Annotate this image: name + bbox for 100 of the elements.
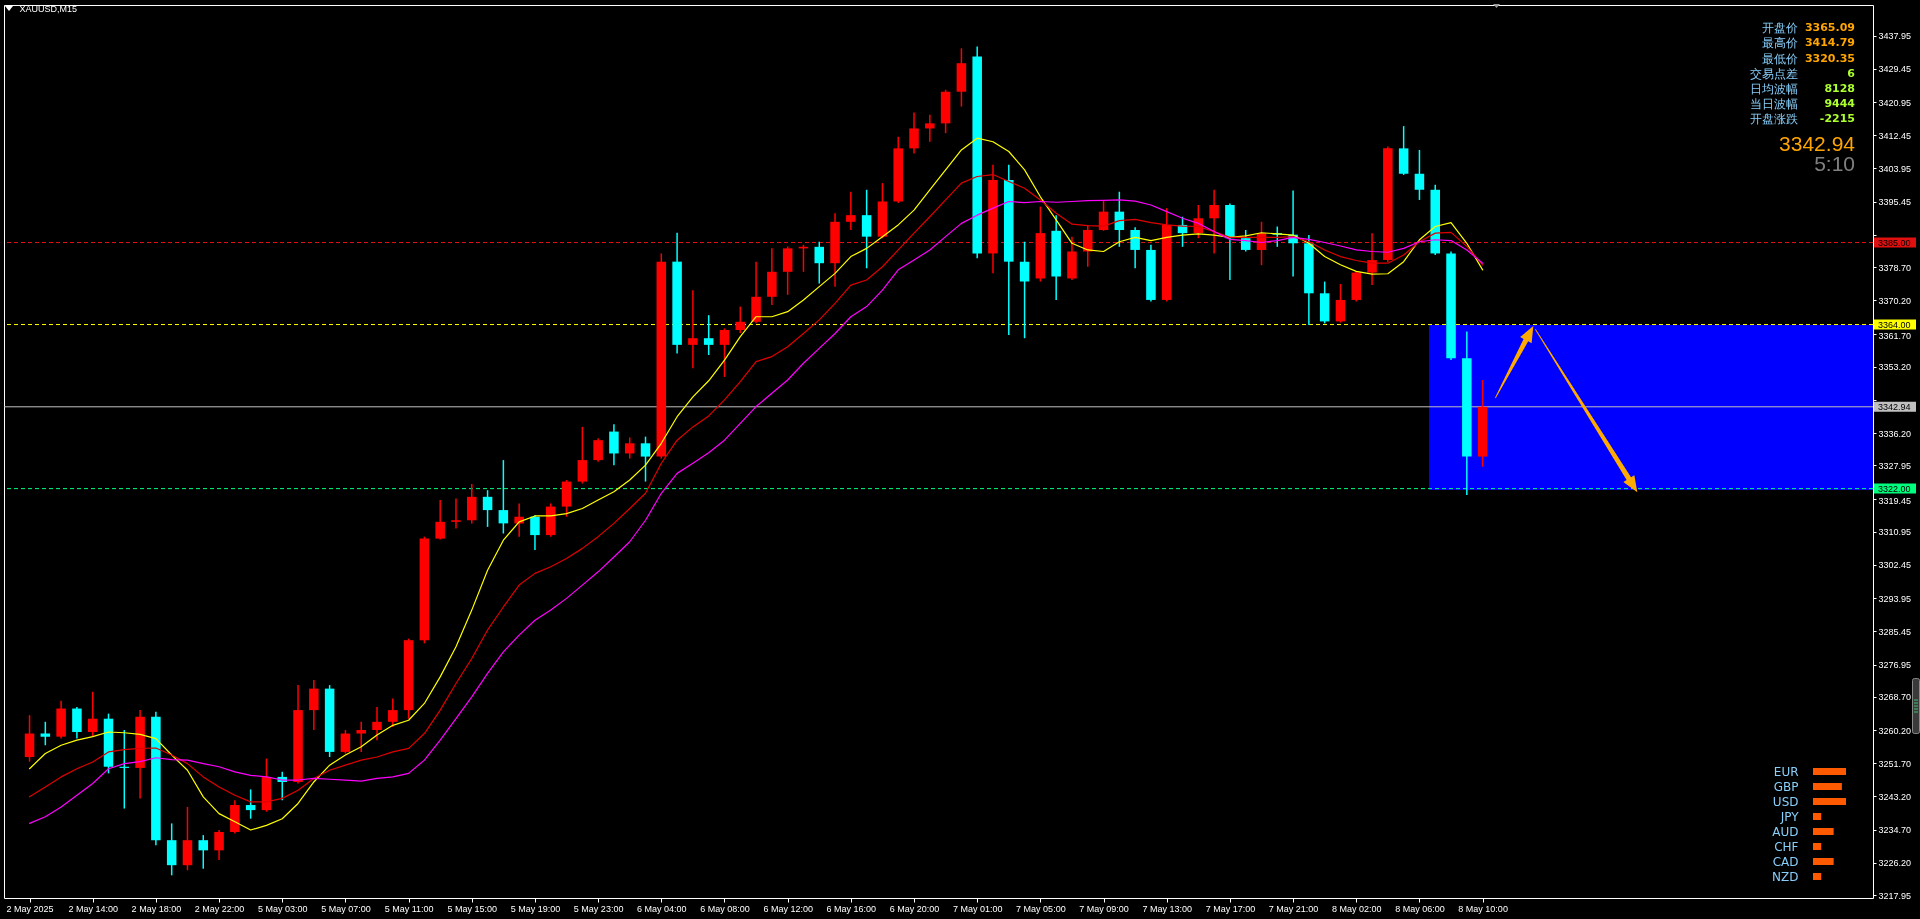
bar — [1813, 857, 1834, 866]
candlestick — [309, 679, 319, 731]
x-tick-label: 7 May 01:00 — [952, 903, 1003, 914]
candlestick — [530, 514, 540, 551]
candlestick — [388, 697, 398, 728]
x-tick-label: 7 May 17:00 — [1205, 903, 1256, 914]
x-tick-label: 5 May 23:00 — [573, 903, 624, 914]
candlestick — [577, 426, 588, 485]
y-tick-label: CAD — [1772, 854, 1799, 869]
annotation: 8128 — [1824, 82, 1855, 95]
chart-title: XAUUSD,M15 — [19, 4, 78, 14]
y-tick-label: 3302.45 — [1878, 560, 1912, 571]
candlestick — [703, 314, 714, 356]
y-tick-label: 3217.95 — [1878, 890, 1912, 901]
x-tick-label: 2 May 2025 — [6, 903, 54, 914]
y-tick-label: 3234.70 — [1878, 825, 1912, 836]
annotation: 3320.35 — [1804, 51, 1855, 65]
candlestick — [245, 788, 256, 820]
candlestick — [640, 435, 651, 483]
x-tick-label: 5 May 19:00 — [510, 903, 561, 914]
candlestick — [735, 305, 746, 334]
candlestick — [1335, 283, 1346, 324]
y-tick-label: 3336.20 — [1878, 428, 1912, 439]
bar — [1813, 767, 1846, 776]
x-tick-label: 6 May 08:00 — [700, 903, 750, 914]
x-tick-label: 2 May 14:00 — [68, 903, 118, 914]
bar — [1813, 812, 1822, 821]
candlestick — [861, 189, 872, 270]
y-tick-label: 3412.45 — [1878, 130, 1912, 141]
candlestick — [609, 423, 619, 466]
x-tick-label: 5 May 15:00 — [447, 903, 498, 914]
candlestick — [624, 436, 635, 460]
y-tick-label: AUD — [1772, 824, 1799, 839]
y-tick-label: 3260.20 — [1878, 725, 1912, 736]
candlestick — [814, 240, 825, 285]
candlestick — [40, 721, 51, 747]
annotation: 最低价 — [1762, 51, 1798, 66]
annotation: 9444 — [1824, 97, 1856, 111]
bar — [1813, 842, 1822, 851]
ref-line-label: 3364.00 — [1878, 319, 1911, 330]
x-tick-label: 7 May 09:00 — [1079, 903, 1129, 914]
y-tick-label: JPY — [1779, 809, 1800, 824]
y-tick-label: USD — [1772, 794, 1799, 809]
candlestick — [72, 706, 82, 740]
annotation: 3414.79 — [1804, 36, 1855, 50]
annotation: 日均波幅 — [1750, 82, 1798, 96]
x-tick-label: 8 May 02:00 — [1332, 903, 1382, 914]
x-tick-label: 2 May 18:00 — [131, 903, 182, 914]
y-tick-label: 3319.45 — [1878, 496, 1912, 507]
y-tick-label: 3276.95 — [1878, 660, 1912, 671]
bar — [1813, 797, 1846, 806]
y-tick-label: 3370.20 — [1878, 295, 1912, 306]
y-tick-label: CHF — [1774, 839, 1799, 854]
x-tick-label: 2 May 22:00 — [194, 903, 245, 914]
y-tick-label: 3243.20 — [1878, 791, 1912, 802]
x-tick-label: 6 May 12:00 — [763, 903, 813, 914]
annotation: 3365.09 — [1804, 21, 1855, 35]
candlestick — [435, 499, 445, 541]
y-tick-label: 3285.45 — [1878, 626, 1912, 637]
candlestick — [87, 690, 98, 738]
x-tick-label: 5 May 11:00 — [384, 903, 434, 914]
y-tick-label: 3378.70 — [1878, 262, 1912, 273]
x-tick-label: 6 May 04:00 — [637, 903, 687, 914]
y-tick-label: 3251.70 — [1878, 758, 1912, 769]
annotation: 当日波幅 — [1750, 97, 1798, 112]
candlestick — [1019, 240, 1030, 339]
x-tick-label: 5 May 07:00 — [321, 903, 371, 914]
x-tick-label: 6 May 20:00 — [889, 903, 940, 914]
candlestick — [909, 111, 919, 155]
candlestick — [198, 834, 209, 870]
candlestick — [688, 289, 698, 370]
y-tick-label: EUR — [1773, 764, 1799, 779]
y-tick-label: 3353.20 — [1878, 362, 1912, 373]
y-tick-label: 3361.70 — [1878, 331, 1912, 342]
x-tick-label: 7 May 13:00 — [1142, 903, 1192, 914]
candlestick — [482, 489, 493, 528]
candlestick — [1209, 189, 1219, 255]
y-tick-label: 3437.95 — [1878, 31, 1912, 42]
candlestick — [372, 706, 382, 741]
ref-line-label: 3342.94 — [1878, 401, 1911, 412]
y-tick-label: 3420.95 — [1878, 97, 1912, 108]
y-tick-label: 3268.70 — [1878, 692, 1912, 703]
candlestick — [1130, 226, 1140, 270]
x-tick-label: 6 May 16:00 — [826, 903, 877, 914]
candlestick — [498, 459, 509, 535]
annotation: 最高价 — [1762, 36, 1798, 51]
x-tick-label: 8 May 06:00 — [1395, 903, 1445, 914]
bar — [1813, 782, 1842, 791]
x-tick-label: 7 May 05:00 — [1016, 903, 1066, 914]
bar — [1813, 827, 1834, 836]
annotation: -2215 — [1819, 112, 1855, 126]
candlestick — [451, 497, 461, 530]
annotation: 交易点差 — [1750, 66, 1798, 81]
candlestick — [925, 114, 935, 143]
y-tick-label: 3226.20 — [1878, 858, 1912, 869]
candlestick — [356, 721, 366, 753]
y-tick-label: GBP — [1773, 779, 1799, 794]
candlestick — [846, 190, 856, 231]
annotation: 6 — [1847, 66, 1856, 80]
candlestick — [214, 829, 224, 861]
